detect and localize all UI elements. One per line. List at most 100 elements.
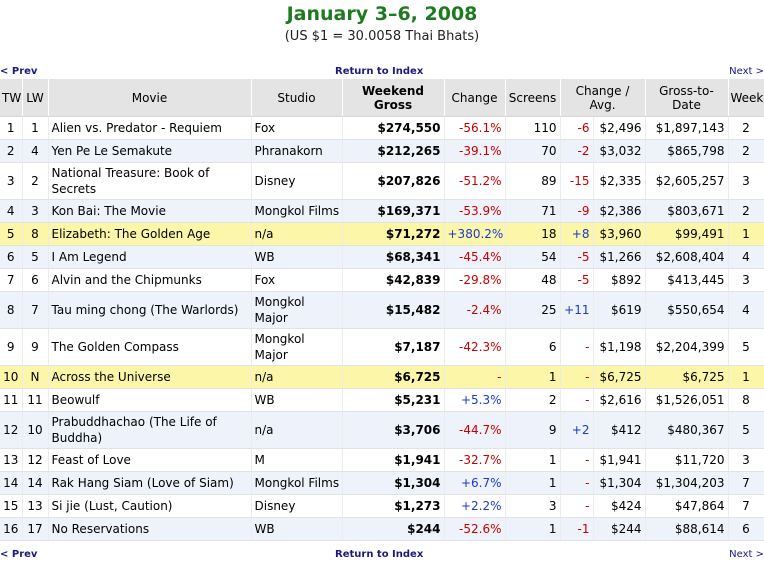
row-movie: I Am Legend: [48, 245, 252, 269]
return-to-index-link[interactable]: Return to Index: [335, 66, 424, 77]
row-studio: n/a: [251, 365, 343, 389]
row-week: 5: [728, 328, 764, 366]
row-screen-change: +8: [560, 222, 594, 246]
row-studio: WB: [251, 245, 343, 269]
table-row: 1 1 Alien vs. Predator - Requiem Fox $274,55…: [0, 116, 764, 140]
header-lw: LW: [22, 79, 49, 117]
row-screens: 1: [505, 517, 561, 541]
table-row: 5 8 Elizabeth: The Golden Age n/a $71,272 +38…: [0, 222, 764, 246]
row-lw: 2: [22, 162, 49, 200]
header-weekend-gross: Weekend Gross: [342, 79, 445, 117]
row-movie: Si jie (Lust, Caution): [48, 494, 252, 518]
row-change: -45.4%: [444, 245, 506, 269]
row-studio: n/a: [251, 411, 343, 449]
header-change: Change: [444, 79, 506, 117]
row-tw: 11: [0, 388, 23, 412]
header-screens: Screens: [505, 79, 561, 117]
row-avg: $1,198: [593, 328, 646, 366]
row-screens: 25: [505, 291, 561, 329]
table-row: 9 9 The Golden Compass Mongkol Major $7,187-…: [0, 328, 764, 366]
row-tw: 2: [0, 139, 23, 163]
row-studio: n/a: [251, 222, 343, 246]
row-screens: 1: [505, 471, 561, 495]
row-weekend-gross: $169,371: [342, 199, 445, 223]
row-lw: 1: [22, 116, 49, 140]
row-gross-to-date: $480,367: [645, 411, 729, 449]
header-gross-to-date: Gross-to-Date: [645, 79, 729, 117]
row-change: -44.7%: [444, 411, 506, 449]
row-tw: 7: [0, 268, 23, 292]
row-tw: 4: [0, 199, 23, 223]
header-studio: Studio: [251, 79, 343, 117]
row-lw: N: [22, 365, 49, 389]
row-weekend-gross: $7,187: [342, 328, 445, 366]
row-movie: Beowulf: [48, 388, 252, 412]
row-weekend-gross: $274,550: [342, 116, 445, 140]
row-movie: The Golden Compass: [48, 328, 252, 366]
row-tw: 5: [0, 222, 23, 246]
row-screen-change: -5: [560, 245, 594, 269]
row-studio: Mongkol Major: [251, 291, 343, 329]
row-studio: Mongkol Films: [251, 471, 343, 495]
header-tw: TW: [0, 79, 23, 117]
table-row: 2 4 Yen Pe Le Semakute Phranakorn $212,265 -3…: [0, 139, 764, 163]
row-avg: $1,266: [593, 245, 646, 269]
row-screens: 18: [505, 222, 561, 246]
row-week: 2: [728, 199, 764, 223]
row-weekend-gross: $207,826: [342, 162, 445, 200]
row-week: 1: [728, 365, 764, 389]
row-movie: Yen Pe Le Semakute: [48, 139, 252, 163]
row-screen-change: -1: [560, 517, 594, 541]
row-lw: 10: [22, 411, 49, 449]
row-weekend-gross: $212,265: [342, 139, 445, 163]
row-lw: 11: [22, 388, 49, 412]
row-screens: 6: [505, 328, 561, 366]
row-week: 4: [728, 291, 764, 329]
table-row: 13 12 Feast of Love M $1,941 -32.7% 1- $1,941 $1…: [0, 448, 764, 472]
row-week: 3: [728, 162, 764, 200]
row-avg: $2,386: [593, 199, 646, 223]
row-screens: 71: [505, 199, 561, 223]
row-weekend-gross: $1,304: [342, 471, 445, 495]
row-change: -32.7%: [444, 448, 506, 472]
row-week: 5: [728, 411, 764, 449]
row-tw: 14: [0, 471, 23, 495]
prev-link-bottom[interactable]: < Prev: [0, 549, 38, 560]
row-avg: $6,725: [593, 365, 646, 389]
row-avg: $2,616: [593, 388, 646, 412]
row-movie: Rak Hang Siam (Love of Siam): [48, 471, 252, 495]
row-lw: 13: [22, 494, 49, 518]
row-week: 8: [728, 388, 764, 412]
row-lw: 14: [22, 471, 49, 495]
row-weekend-gross: $42,839: [342, 268, 445, 292]
row-lw: 12: [22, 448, 49, 472]
row-studio: Disney: [251, 494, 343, 518]
row-screen-change: +11: [560, 291, 594, 329]
row-lw: 3: [22, 199, 49, 223]
row-lw: 8: [22, 222, 49, 246]
row-tw: 16: [0, 517, 23, 541]
next-link-bottom[interactable]: Next >: [729, 549, 764, 560]
page-subtitle: (US $1 = 30.0058 Thai Bhats): [284, 29, 480, 44]
header-movie: Movie: [48, 79, 252, 117]
table-row: 10 N Across the Universe n/a $6,725-1- $6,725…: [0, 365, 764, 389]
row-tw: 1: [0, 116, 23, 140]
row-change: +380.2%: [444, 222, 506, 246]
row-change: +2.2%: [444, 494, 506, 518]
row-avg: $244: [593, 517, 646, 541]
row-screen-change: -: [560, 365, 594, 389]
row-studio: Disney: [251, 162, 343, 200]
row-gross-to-date: $1,897,143: [645, 116, 729, 140]
prev-link[interactable]: < Prev: [0, 66, 38, 77]
row-tw: 3: [0, 162, 23, 200]
row-screens: 89: [505, 162, 561, 200]
next-link[interactable]: Next >: [729, 66, 764, 77]
row-change: -52.6%: [444, 517, 506, 541]
row-lw: 6: [22, 268, 49, 292]
return-to-index-link-bottom[interactable]: Return to Index: [335, 549, 424, 560]
page-title: January 3–6, 2008: [286, 3, 478, 25]
row-week: 4: [728, 245, 764, 269]
row-studio: M: [251, 448, 343, 472]
row-weekend-gross: $244: [342, 517, 445, 541]
row-change: -: [444, 365, 506, 389]
